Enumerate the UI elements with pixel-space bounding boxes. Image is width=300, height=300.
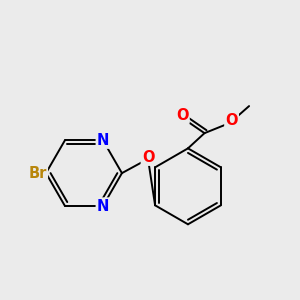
Text: O: O xyxy=(142,150,154,165)
Text: N: N xyxy=(97,199,109,214)
Text: O: O xyxy=(225,113,238,128)
Text: Br: Br xyxy=(28,166,47,181)
Text: N: N xyxy=(97,133,109,148)
Text: O: O xyxy=(176,108,189,123)
